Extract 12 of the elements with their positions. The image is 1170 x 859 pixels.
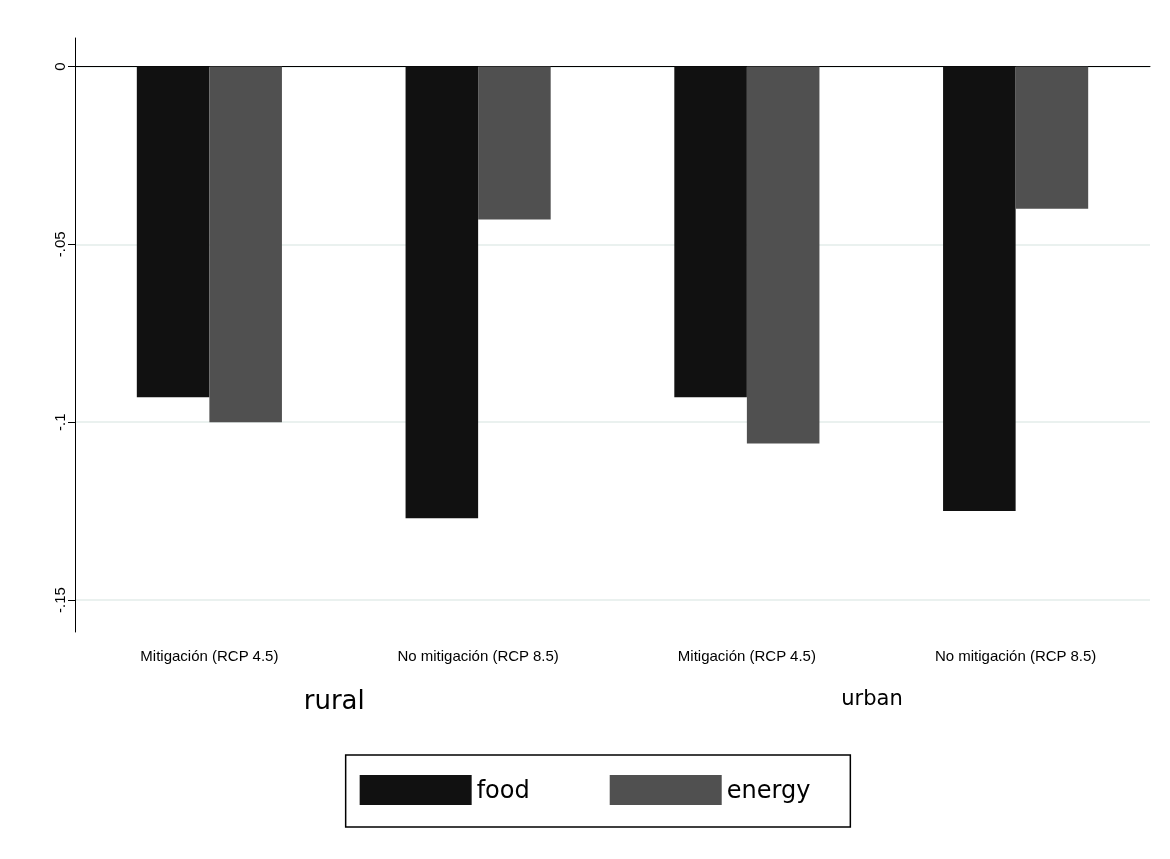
y-tick-label: 0: [51, 62, 68, 71]
x-tick-label: Mitigación (RCP 4.5): [677, 647, 816, 664]
text: rural: [303, 685, 365, 715]
text: urban: [841, 685, 903, 710]
y-tick-label: -.15: [51, 587, 68, 613]
x-tick-label: No mitigación (RCP 8.5): [934, 647, 1097, 664]
x-tick-label: Mitigación (RCP 4.5): [140, 647, 279, 664]
y-tick-label: -.05: [51, 231, 68, 258]
legend-label: energy: [726, 776, 811, 804]
x-tick-label: No mitigación (RCP 8.5): [397, 647, 559, 664]
legend-label: food: [476, 776, 530, 804]
y-tick-label: -.1: [51, 413, 68, 431]
